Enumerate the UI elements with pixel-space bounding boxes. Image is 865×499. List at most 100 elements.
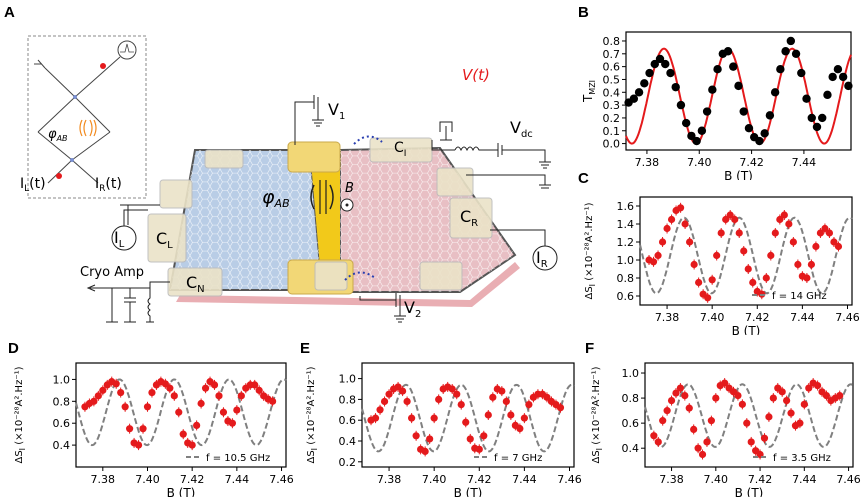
data-point	[193, 421, 201, 429]
data-point	[380, 397, 389, 406]
data-point	[139, 425, 147, 433]
data-point	[690, 425, 698, 434]
data-point	[729, 62, 738, 71]
inset-phi-label: φAB	[48, 127, 68, 143]
data-point	[649, 258, 658, 266]
y-tick-label: 0.6	[622, 417, 640, 430]
data-point	[94, 392, 102, 400]
data-point	[778, 388, 786, 396]
plot-frame	[625, 31, 852, 151]
y-tick-label: 1.6	[617, 200, 635, 213]
data-point	[789, 238, 797, 246]
label-cryo-amp: Cryo Amp	[80, 265, 144, 280]
plot-frame	[644, 362, 854, 468]
data-point	[760, 129, 769, 138]
panel-letter-e: E	[300, 340, 311, 357]
data-point	[672, 389, 680, 397]
y-tick-label: 0.6	[603, 61, 621, 74]
data-point	[685, 404, 693, 412]
x-tick-label: 7.38	[635, 156, 660, 169]
y-axis-label: ΔSI (×10⁻²⁸A².Hz⁻¹)	[14, 366, 27, 463]
data-point	[698, 450, 707, 459]
data-point	[666, 68, 675, 78]
data-point	[747, 438, 755, 446]
x-tick-label: 7.44	[792, 156, 817, 169]
x-tick-label: 7.42	[180, 473, 205, 486]
x-axis-label: B (T)	[167, 486, 196, 497]
panel-letter-c: C	[578, 170, 589, 187]
data-point	[743, 419, 751, 427]
chart-e: 7.38 7.40 7.42 7.44 7.46 0.2 0.4 0.6 0.8 1.0 B (T)…	[306, 362, 582, 497]
data-point	[117, 388, 125, 397]
data-point	[671, 82, 680, 92]
y-tick-label: 0.3	[603, 99, 621, 112]
y-tick-label: 0.4	[53, 439, 71, 452]
data-point	[650, 432, 658, 440]
data-point	[435, 395, 443, 403]
data-point	[475, 445, 483, 453]
data-point	[667, 396, 676, 405]
data-point	[796, 419, 804, 427]
data-point	[170, 392, 178, 400]
label-v1: V1	[328, 100, 345, 122]
data-point	[697, 126, 707, 135]
data-point	[166, 384, 174, 392]
contact-cl	[147, 213, 187, 263]
y-tick-label: 0.8	[617, 272, 635, 285]
data-point	[707, 417, 715, 425]
data-point	[676, 204, 685, 212]
data-point	[663, 224, 671, 233]
data-point	[251, 381, 259, 389]
data-point	[712, 394, 720, 402]
data-point	[786, 36, 796, 46]
data-point	[771, 229, 779, 237]
data-point	[765, 111, 775, 120]
data-point	[704, 294, 712, 302]
data-point	[654, 251, 662, 260]
data-point	[828, 72, 837, 82]
data-point	[738, 400, 746, 408]
data-point	[126, 425, 134, 433]
data-point	[805, 384, 813, 392]
data-point	[255, 386, 263, 394]
data-point	[818, 113, 827, 123]
data-point	[797, 68, 806, 78]
data-point	[740, 247, 748, 255]
data-point	[755, 136, 764, 146]
legend-label: f = 3.5 GHz	[773, 453, 831, 464]
x-tick-label: 7.42	[745, 311, 770, 324]
data-point	[834, 242, 843, 251]
panel-letter-a: A	[4, 4, 15, 21]
data-point	[484, 411, 492, 419]
data-point	[233, 406, 241, 414]
y-tick-label: 1.0	[617, 254, 635, 267]
data-point	[175, 408, 183, 416]
data-point	[802, 94, 811, 103]
data-point	[749, 278, 757, 287]
y-tick-label: 0.8	[622, 392, 640, 405]
data-point	[412, 432, 420, 440]
legend-label: f = 10.5 GHz	[206, 453, 270, 464]
label-cl: CL	[156, 229, 173, 251]
label-ci: CI	[394, 140, 406, 159]
data-point	[767, 251, 775, 260]
panel-letter-b: B	[578, 4, 589, 21]
data-point	[658, 238, 667, 246]
y-tick-label: 1.0	[339, 373, 357, 386]
data-point	[210, 381, 219, 389]
label-cn: CN	[186, 273, 205, 295]
inset-interferometer: φAB IL(t) IR(t)	[20, 35, 147, 199]
b-field-label: B	[345, 181, 354, 196]
data-point	[807, 260, 816, 269]
data-point	[228, 419, 236, 427]
data-point	[726, 211, 734, 219]
data-point	[776, 215, 784, 224]
y-tick-label: 1.4	[617, 218, 635, 231]
data-point	[661, 59, 670, 69]
data-point	[794, 260, 802, 269]
x-tick-label: 7.40	[704, 473, 729, 486]
y-tick-label: 1.0	[53, 373, 71, 386]
data-point	[507, 411, 515, 419]
data-point	[663, 407, 671, 415]
data-point	[556, 404, 565, 412]
